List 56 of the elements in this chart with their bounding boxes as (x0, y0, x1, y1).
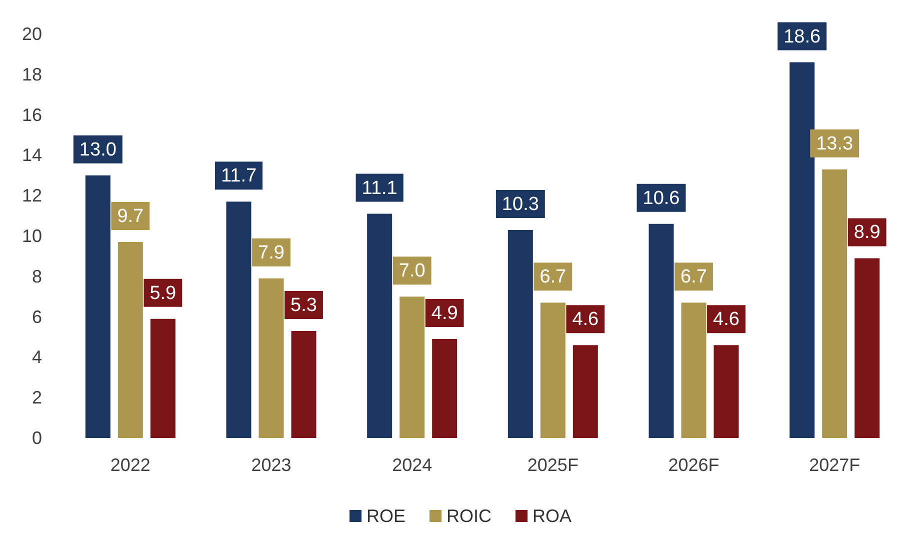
legend-label: ROA (532, 506, 572, 526)
bar (508, 230, 533, 438)
x-tick-label: 2025F (527, 455, 578, 475)
y-tick-label: 16 (22, 104, 42, 125)
data-label: 9.7 (117, 206, 144, 228)
y-tick-label: 6 (32, 306, 42, 327)
data-label: 10.6 (642, 188, 680, 209)
bar (291, 330, 316, 438)
data-label: 13.0 (79, 139, 116, 160)
bar (822, 169, 848, 438)
bar (714, 345, 739, 438)
bar (572, 345, 598, 438)
bar (681, 302, 706, 438)
bar (258, 278, 284, 438)
data-label: 11.7 (220, 166, 257, 187)
x-tick-label: 2026F (668, 455, 720, 475)
data-label: 4.6 (713, 309, 740, 330)
x-tick-label: 2022 (110, 455, 150, 475)
y-tick-label: 8 (32, 266, 42, 286)
data-label: 6.7 (540, 266, 566, 288)
bar (150, 318, 176, 438)
legend-label: ROIC (446, 506, 492, 526)
data-label: 10.3 (502, 194, 539, 215)
y-tick-label: 10 (22, 226, 42, 246)
data-label: 4.6 (572, 309, 599, 330)
y-tick-label: 20 (22, 24, 42, 44)
bar (540, 302, 566, 438)
x-tick-label: 2024 (392, 455, 432, 475)
data-label: 7.0 (398, 260, 426, 282)
bar (226, 202, 252, 438)
y-tick-label: 4 (32, 347, 42, 368)
data-label: 5.9 (150, 282, 176, 304)
data-label: 7.9 (258, 242, 284, 264)
data-label: 6.7 (680, 266, 707, 288)
legend-label: ROE (366, 506, 406, 526)
bar (854, 258, 880, 438)
bar (118, 242, 143, 438)
bar (432, 339, 458, 438)
data-label: 11.1 (362, 178, 398, 199)
data-label: 5.3 (290, 294, 317, 316)
bar (648, 224, 674, 438)
bar (790, 62, 815, 438)
bar (400, 296, 425, 438)
bar (85, 175, 110, 438)
y-tick-label: 18 (22, 64, 42, 84)
bar (367, 214, 392, 438)
x-tick-label: 2027F (809, 455, 860, 475)
y-tick-label: 2 (32, 388, 42, 408)
x-tick-label: 2023 (251, 455, 292, 475)
data-label: 8.9 (854, 222, 880, 244)
y-tick-label: 12 (22, 186, 42, 206)
data-label: 18.6 (784, 26, 821, 48)
data-label: 13.3 (816, 133, 854, 154)
y-tick-label: 0 (32, 428, 42, 448)
data-label: 4.9 (431, 303, 458, 324)
y-tick-label: 14 (22, 145, 42, 166)
